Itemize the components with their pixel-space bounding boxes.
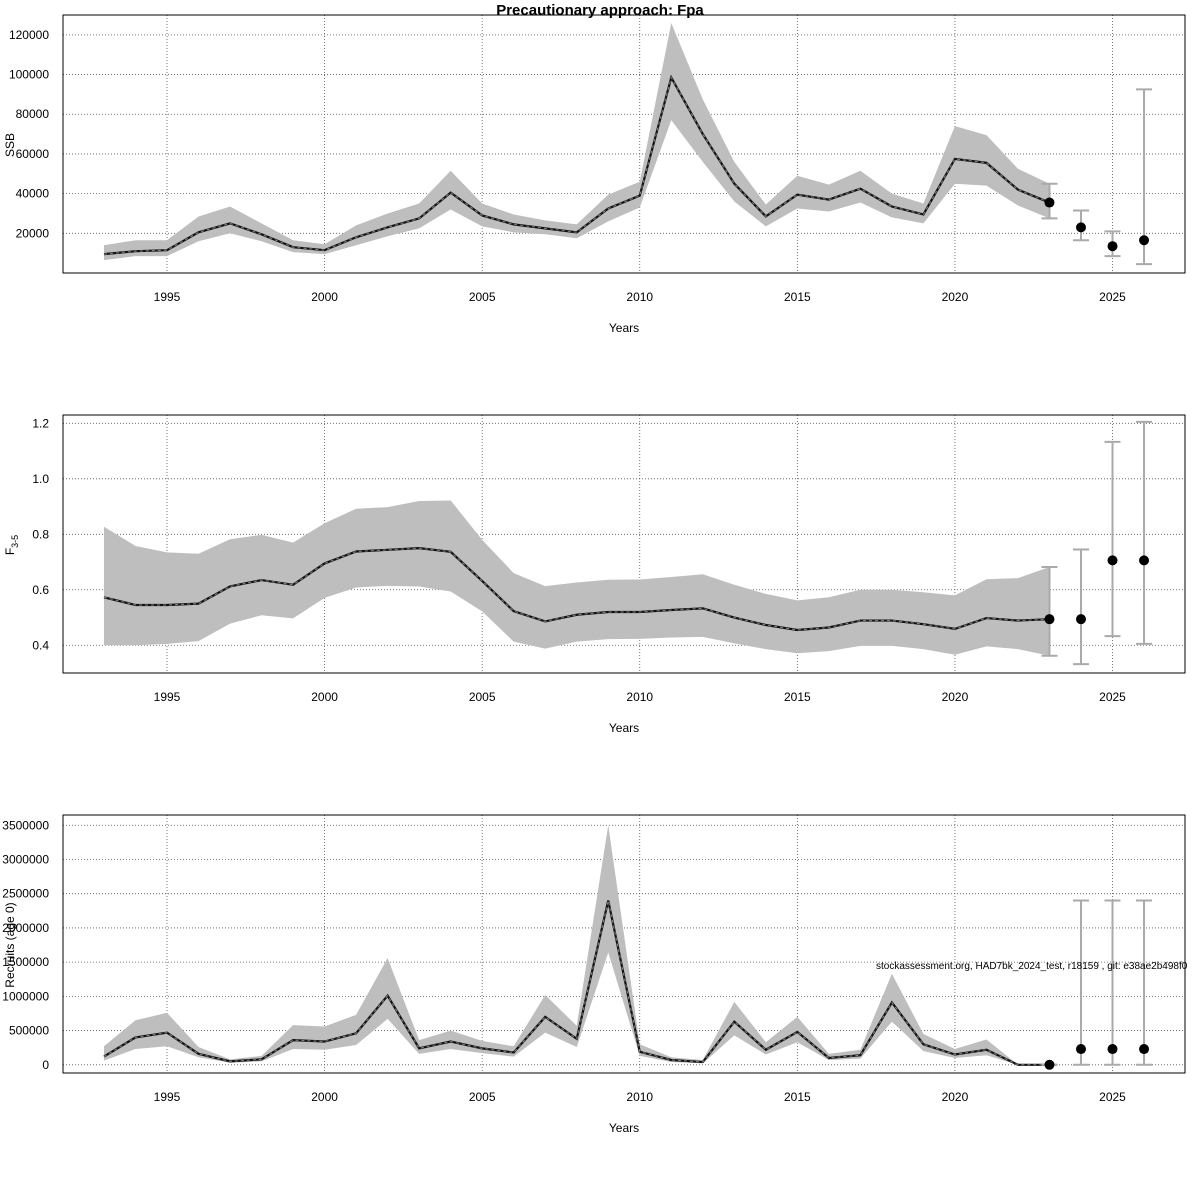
forecast-point — [1107, 1044, 1118, 1055]
y-tick-label: 80000 — [16, 107, 50, 121]
x-tick-label: 2010 — [626, 690, 653, 704]
y-tick-label: 2500000 — [2, 887, 49, 901]
x-tick-label: 2025 — [1099, 690, 1126, 704]
confidence-band — [103, 22, 1050, 261]
y-tick-label: 1.0 — [32, 472, 49, 486]
y-tick-label: 500000 — [9, 1024, 49, 1038]
x-tick-label: 2010 — [626, 1090, 653, 1104]
recruits-panel: 1995 2000 2005 2010 2015 2020 2025 0 500000 10000… — [2, 814, 1186, 1135]
x-tick-label: 2020 — [942, 690, 969, 704]
x-axis-label: Years — [609, 321, 639, 335]
x-axis-label: Years — [609, 1121, 639, 1135]
forecast-point — [1139, 235, 1150, 246]
forecast-point — [1107, 241, 1118, 252]
x-tick-label: 2020 — [942, 1090, 969, 1104]
y-tick-label: 60000 — [16, 147, 50, 161]
x-tick-label: 2005 — [469, 1090, 496, 1104]
forecast-point — [1139, 1044, 1150, 1055]
y-tick-label: 0.4 — [32, 638, 49, 652]
confidence-band — [103, 825, 1050, 1065]
x-axis-label: Years — [609, 721, 639, 735]
x-tick-label: 2005 — [469, 290, 496, 304]
plot-frame — [62, 414, 1186, 674]
estimate-line-dashes — [103, 900, 1050, 1066]
y-tick-label: 1000000 — [2, 989, 49, 1003]
fbar-panel: 1995 2000 2005 2010 2015 2020 2025 0.4 0.6 0.8 1.0… — [3, 414, 1186, 735]
y-axis-label-main: SSB — [3, 133, 17, 157]
estimate-line — [103, 74, 1050, 256]
x-tick-label: 2025 — [1099, 290, 1126, 304]
x-tick-label: 2015 — [784, 290, 811, 304]
forecast-point — [1107, 555, 1118, 566]
y-tick-label: 2000000 — [2, 921, 49, 935]
forecast-point — [1075, 1044, 1086, 1055]
y-axis-label: SSB — [3, 133, 17, 157]
forecast-point — [1075, 614, 1086, 625]
y-tick-label: 3500000 — [2, 818, 49, 832]
y-tick-label: 20000 — [16, 226, 50, 240]
y-tick-label: 1.2 — [32, 416, 49, 430]
x-tick-label: 2005 — [469, 690, 496, 704]
ssb-panel: 1995 2000 2005 2010 2015 2020 2025 20000 40000 60… — [3, 14, 1186, 335]
x-tick-label: 2025 — [1099, 1090, 1126, 1104]
x-tick-label: 2015 — [784, 1090, 811, 1104]
y-tick-label: 120000 — [9, 28, 49, 42]
estimate-line-dashes — [103, 547, 1050, 631]
x-tick-label: 2015 — [784, 690, 811, 704]
forecast-point — [1139, 555, 1150, 566]
y-tick-label: 0.8 — [32, 527, 49, 541]
x-tick-label: 1995 — [154, 290, 181, 304]
x-tick-label: 2000 — [311, 1090, 338, 1104]
x-tick-label: 2020 — [942, 290, 969, 304]
last-year-point — [1044, 614, 1055, 625]
y-axis-label-main: F — [3, 548, 17, 555]
y-tick-label: 40000 — [16, 187, 50, 201]
y-tick-label: 0.6 — [32, 583, 49, 597]
x-tick-label: 2010 — [626, 290, 653, 304]
confidence-band — [103, 500, 1050, 656]
y-axis-label-subscript: 3-5 — [10, 535, 20, 548]
last-year-point — [1044, 197, 1055, 208]
plot-frame — [62, 14, 1186, 274]
y-tick-label: 100000 — [9, 68, 49, 82]
footnote: stockassessment.org, HAD7bk_2024_test, r… — [876, 961, 1188, 972]
forecast-point — [1075, 222, 1086, 233]
y-axis-label-main: Recruits (age 0) — [3, 902, 17, 987]
y-axis-label: F3-5 — [3, 535, 20, 555]
x-tick-label: 2000 — [311, 690, 338, 704]
y-axis-label: Recruits (age 0) — [3, 902, 17, 987]
last-year-point — [1044, 1059, 1055, 1070]
x-tick-label: 1995 — [154, 690, 181, 704]
x-tick-label: 2000 — [311, 290, 338, 304]
plot-frame — [62, 814, 1186, 1074]
x-tick-label: 1995 — [154, 1090, 181, 1104]
y-tick-label: 1500000 — [2, 955, 49, 969]
figure-title: Precautionary approach: Fpa — [496, 2, 704, 19]
y-tick-label: 3000000 — [2, 852, 49, 866]
y-tick-label: 0 — [42, 1058, 49, 1072]
